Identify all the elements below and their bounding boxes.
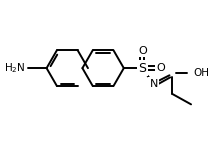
Text: OH: OH [193,68,209,78]
Text: N: N [150,79,158,89]
Text: O: O [157,63,165,73]
Text: $\rm H_2N$: $\rm H_2N$ [4,61,26,75]
Text: S: S [138,62,147,75]
Text: O: O [138,46,147,55]
